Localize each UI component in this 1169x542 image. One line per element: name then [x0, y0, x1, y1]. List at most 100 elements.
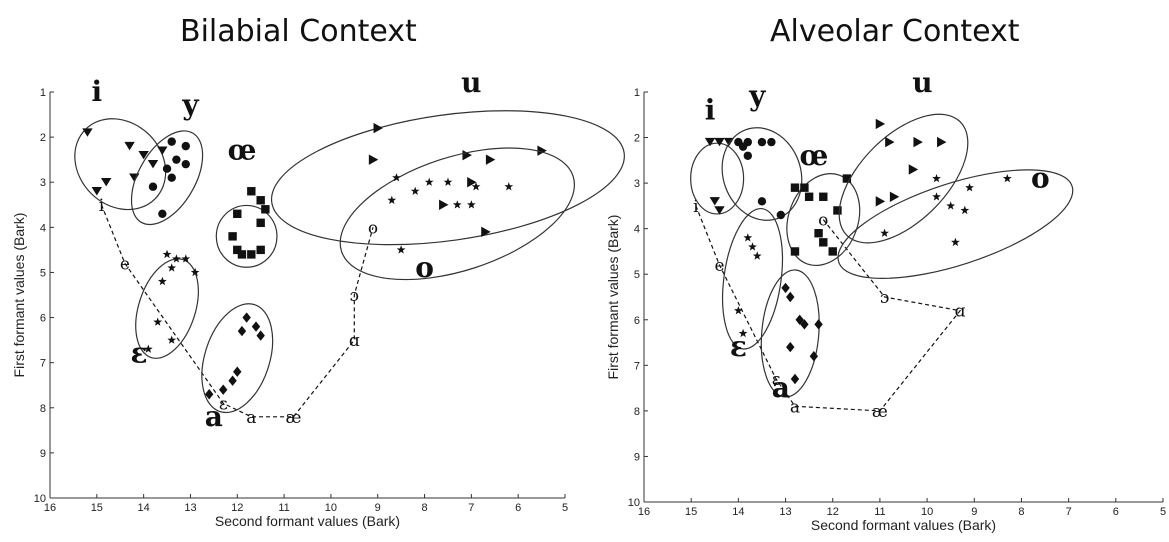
x-tick-label: 11	[278, 502, 289, 514]
data-point-a	[809, 351, 819, 362]
cluster-label-œ: œ	[799, 139, 828, 172]
reference-vowel-label: a	[790, 397, 800, 417]
x-tick-label: 9	[375, 502, 381, 514]
cluster-label-a: a	[772, 371, 790, 404]
x-tick-label: 10	[921, 506, 933, 518]
x-tick-label: 8	[1018, 506, 1024, 518]
data-point-œ	[819, 192, 828, 201]
data-point-ɛ	[162, 249, 172, 259]
data-point-o	[410, 186, 420, 195]
chart-title-alveolar: Alveolar Context	[770, 14, 1020, 49]
data-point-ɛ	[734, 306, 743, 315]
cluster-ellipse-i	[690, 142, 745, 215]
data-point-u	[908, 164, 919, 175]
data-point-ɛ	[743, 233, 753, 242]
x-tick-label: 5	[1160, 506, 1166, 518]
reference-vowel-label: ɛ	[219, 394, 228, 414]
data-point-œ	[228, 232, 237, 241]
cluster-ellipse-œ	[215, 204, 278, 268]
x-axis-label: Second formant values (Bark)	[811, 517, 996, 533]
y-tick-label: 1	[40, 87, 46, 99]
data-point-œ	[790, 183, 800, 192]
data-point-y	[743, 151, 752, 160]
data-point-o	[960, 205, 970, 215]
data-point-œ	[842, 174, 852, 183]
data-point-u	[485, 154, 496, 165]
x-tick-label: 12	[827, 506, 839, 518]
cluster-ellipse-o	[837, 169, 1074, 279]
cluster-label-i: i	[705, 93, 716, 126]
y-tick-label: 4	[40, 222, 46, 234]
y-tick-label: 8	[634, 406, 640, 418]
y-tick-label: 1	[634, 87, 640, 99]
y-tick-label: 10	[628, 497, 640, 509]
data-point-a	[786, 341, 795, 353]
data-point-a	[242, 312, 251, 323]
data-point-y	[181, 141, 190, 151]
x-tick-label: 13	[184, 502, 196, 514]
reference-vowel-label: æ	[285, 408, 301, 428]
cluster-label-o: o	[1031, 162, 1050, 195]
y-tick-label: 5	[40, 267, 46, 279]
data-point-o	[965, 183, 974, 192]
data-point-a	[795, 314, 804, 325]
data-point-y	[148, 182, 158, 191]
reference-vowel-label: i	[99, 196, 105, 216]
data-point-œ	[256, 196, 265, 205]
data-point-u	[467, 177, 477, 188]
y-tick-label: 4	[634, 224, 640, 236]
data-point-ɛ	[738, 328, 748, 338]
cluster-ellipse-ɛ	[135, 258, 199, 359]
data-point-œ	[814, 229, 823, 238]
data-point-u	[875, 118, 886, 130]
y-tick-label: 8	[40, 403, 46, 415]
data-point-œ	[833, 206, 842, 215]
data-point-u	[481, 226, 491, 238]
data-point-y	[776, 210, 786, 220]
data-point-a	[786, 291, 795, 303]
data-point-ɛ	[167, 335, 177, 344]
data-point-ɛ	[752, 251, 762, 260]
data-point-i	[124, 141, 135, 151]
y-tick-label: 3	[40, 177, 46, 189]
data-point-o	[467, 200, 476, 209]
data-point-u	[937, 136, 947, 148]
data-point-a	[251, 321, 261, 332]
data-point-a	[781, 282, 790, 294]
x-tick-label: 7	[468, 502, 474, 514]
data-point-y	[167, 137, 176, 146]
x-tick-label: 14	[138, 502, 150, 514]
chart-title-bilabial: Bilabial Context	[180, 14, 417, 49]
data-point-o	[392, 173, 401, 182]
data-point-o	[1002, 174, 1012, 183]
y-tick-label: 6	[40, 313, 46, 325]
x-tick-label: 5	[562, 502, 568, 514]
y-axis-label: First formant values (Bark)	[11, 213, 27, 378]
x-tick-label: 14	[732, 506, 744, 518]
data-point-a	[233, 366, 242, 377]
cluster-label-y: y	[748, 80, 766, 113]
data-point-u	[889, 191, 900, 202]
x-tick-label: 12	[231, 502, 243, 514]
x-tick-label: 15	[91, 502, 103, 514]
data-point-a	[800, 319, 809, 330]
reference-vowel-path	[100, 204, 374, 418]
data-point-o	[504, 182, 514, 191]
x-tick-label: 6	[1113, 506, 1119, 518]
y-axis-label: First formant values (Bark)	[605, 215, 621, 380]
cluster-ellipse-y	[130, 130, 204, 226]
reference-vowel-label: ɑ	[349, 331, 360, 351]
data-point-o	[424, 177, 434, 186]
data-point-œ	[256, 218, 265, 228]
cluster-label-u: u	[461, 66, 481, 99]
data-point-o	[387, 195, 397, 204]
x-tick-label: 8	[421, 502, 427, 514]
data-point-i	[714, 137, 725, 147]
data-point-a	[237, 325, 247, 337]
data-point-i	[82, 128, 93, 137]
y-tick-label: 7	[634, 360, 640, 372]
data-point-œ	[233, 245, 242, 255]
data-point-o	[932, 192, 941, 201]
